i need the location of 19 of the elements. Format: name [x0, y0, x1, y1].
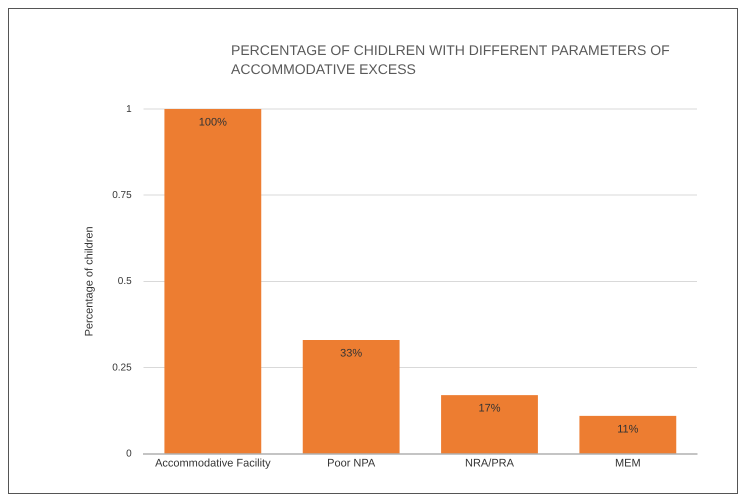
- x-tick-label: MEM: [614, 457, 641, 470]
- bar: [164, 109, 262, 454]
- y-tick-label: 0: [126, 448, 132, 460]
- y-tick-label: 0.75: [112, 190, 132, 201]
- x-tick-label: Poor NPA: [327, 457, 376, 470]
- x-tick-label: Accommodative Facility: [155, 457, 272, 470]
- bar: [302, 340, 400, 454]
- y-tick-label: 0.25: [112, 362, 132, 374]
- bar: [579, 416, 676, 454]
- data-label: 11%: [617, 423, 639, 436]
- chart-title: PERCENTAGE OF CHIDLREN WITH DIFFERENT PARAMETERS OF ACCOMMODATIVE EXCESS: [231, 41, 671, 79]
- x-tick-label: NRA/PRA: [465, 457, 515, 470]
- y-axis-title: Percentage of children: [84, 226, 96, 336]
- y-tick-label: 0.5: [118, 276, 132, 288]
- bar: [441, 395, 538, 454]
- data-label: 33%: [340, 348, 362, 360]
- data-label: 100%: [198, 116, 228, 129]
- data-label: 17%: [478, 402, 501, 415]
- y-tick-label: 1: [126, 104, 132, 115]
